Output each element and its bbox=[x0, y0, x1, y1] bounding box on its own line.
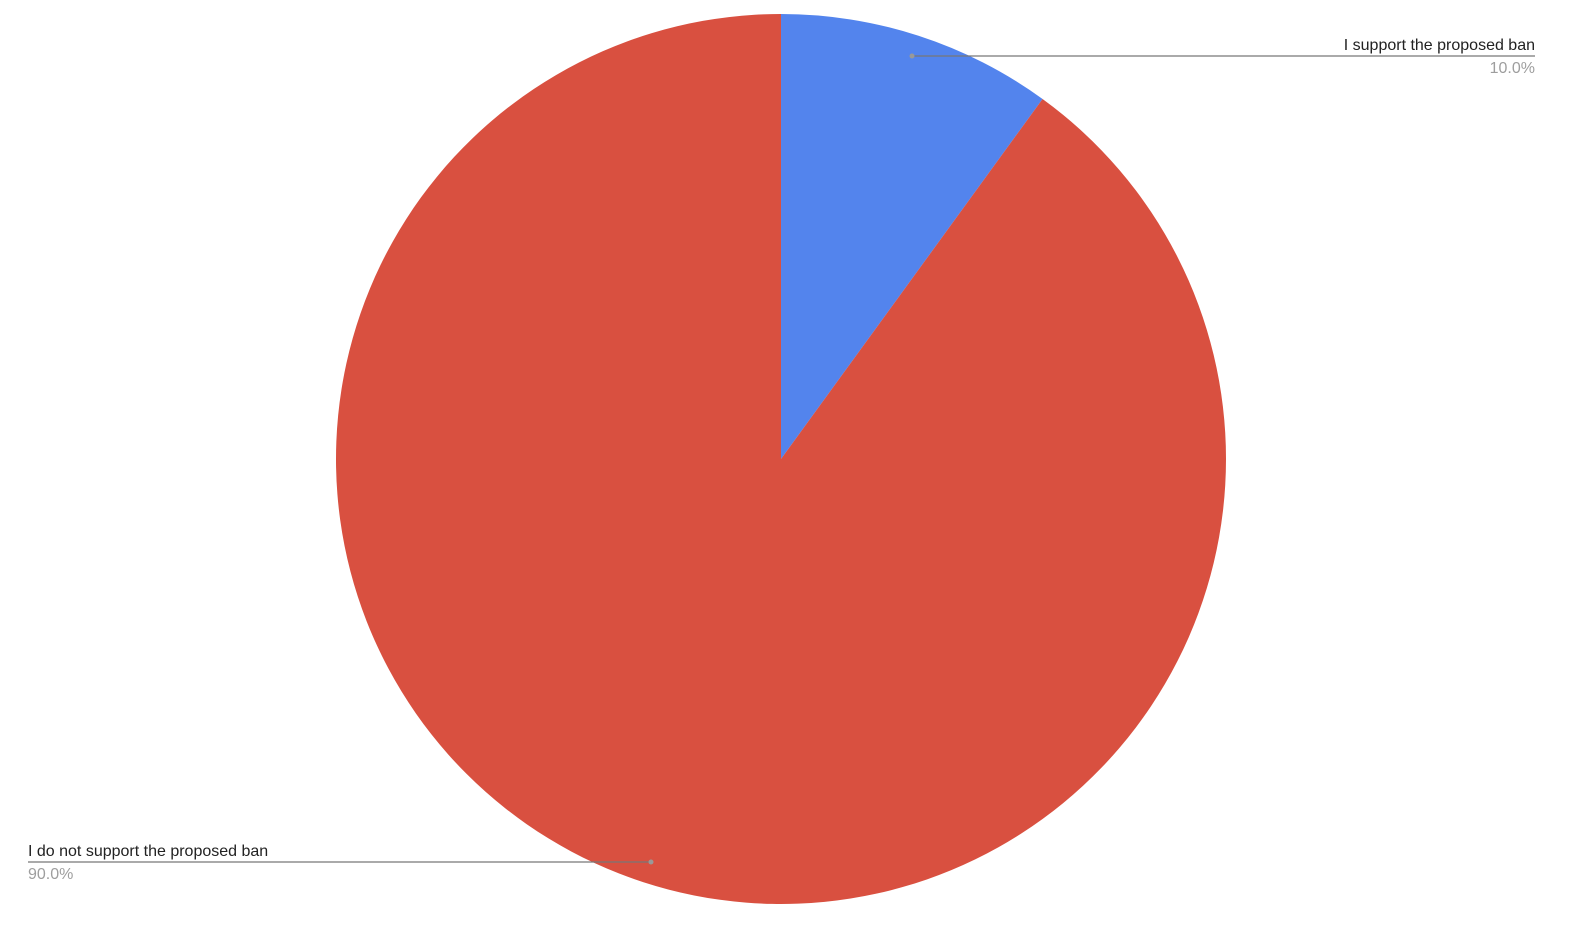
label-support: I support the proposed ban 10.0% bbox=[909, 37, 1535, 77]
slice-percent-oppose: 90.0% bbox=[28, 866, 73, 883]
pie-slice-support bbox=[781, 14, 1043, 459]
pie-slice-oppose bbox=[335, 14, 1227, 905]
label-oppose: I do not support the proposed ban 90.0% bbox=[28, 843, 654, 883]
leader-dot-oppose bbox=[648, 859, 654, 865]
slice-label-oppose: I do not support the proposed ban bbox=[28, 843, 268, 860]
leader-dot-support bbox=[909, 53, 915, 59]
slice-percent-support: 10.0% bbox=[1490, 60, 1535, 77]
slice-label-support: I support the proposed ban bbox=[1344, 37, 1535, 54]
